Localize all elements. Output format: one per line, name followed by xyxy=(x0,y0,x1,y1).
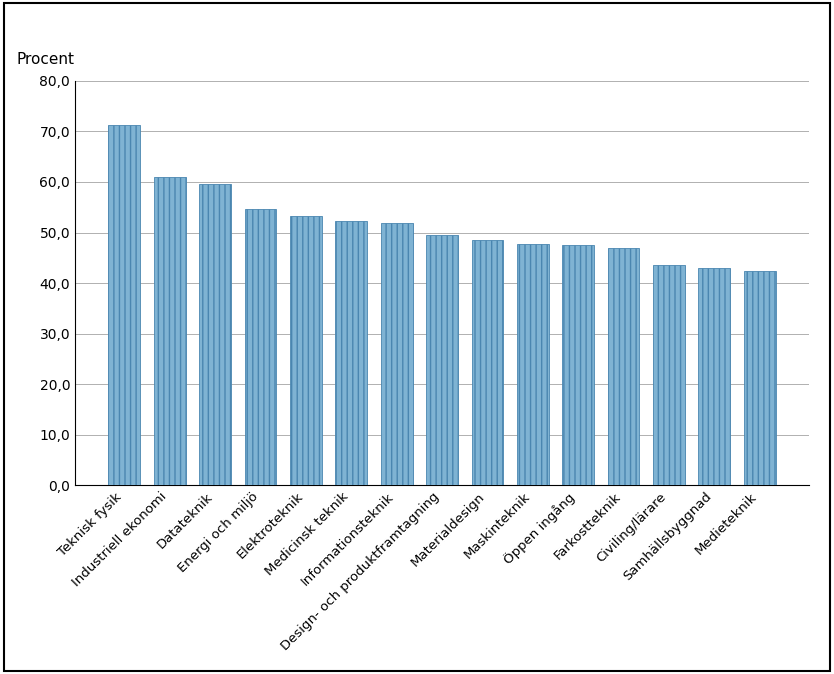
Bar xyxy=(244,209,276,485)
Bar xyxy=(744,272,776,485)
Bar xyxy=(471,239,503,485)
Bar xyxy=(108,125,140,485)
Bar xyxy=(562,245,594,485)
Bar xyxy=(517,244,549,485)
Bar xyxy=(608,247,640,485)
Text: Procent: Procent xyxy=(17,53,75,67)
Bar xyxy=(426,235,458,485)
Bar xyxy=(199,184,231,485)
Bar xyxy=(653,266,685,485)
Bar xyxy=(153,177,186,485)
Bar xyxy=(290,216,322,485)
Bar xyxy=(381,223,413,485)
Bar xyxy=(335,221,367,485)
Bar xyxy=(698,268,731,485)
